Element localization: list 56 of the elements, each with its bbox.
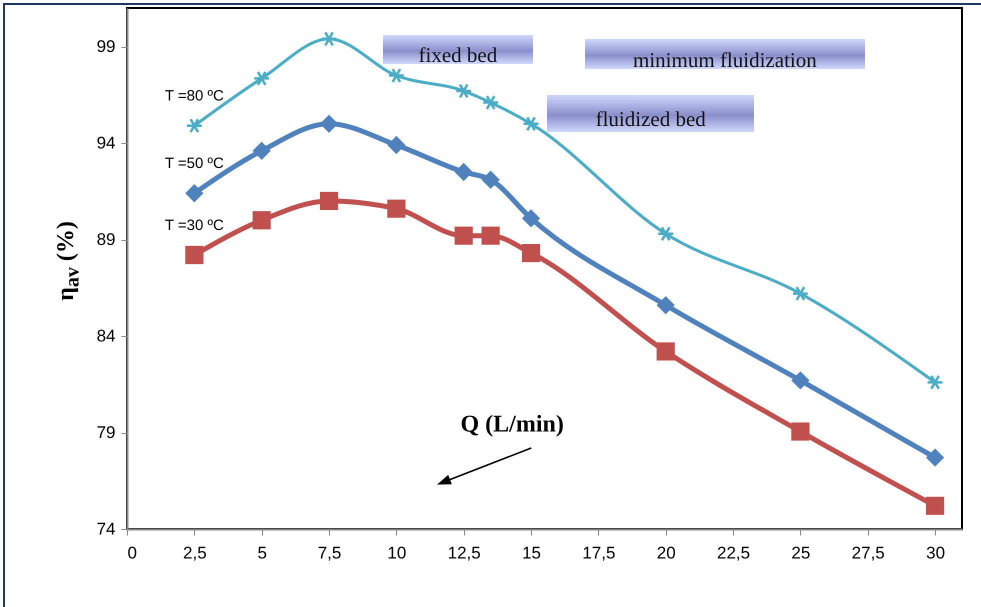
point — [657, 226, 674, 242]
point — [482, 170, 500, 189]
x-tick-label: 17,5 — [582, 544, 616, 562]
point — [387, 136, 406, 154]
y-tick-label: 84 — [96, 326, 116, 346]
point — [791, 422, 810, 441]
x-tick-label: 2,5 — [183, 544, 207, 562]
point — [926, 448, 944, 467]
point — [522, 244, 540, 262]
point — [656, 296, 675, 314]
point — [320, 31, 338, 47]
x-tick-label: 10 — [387, 544, 406, 562]
series-label: T =80 ºC — [164, 88, 224, 105]
point — [454, 162, 473, 182]
point — [656, 342, 675, 361]
point — [454, 226, 473, 245]
y-tick-label: 99 — [96, 37, 116, 56]
point — [186, 118, 204, 134]
point — [926, 496, 944, 515]
annotation: minimum fluidization — [633, 48, 817, 72]
x-tick-label: 25 — [791, 544, 810, 562]
point — [388, 68, 406, 84]
y-tick-label: 89 — [96, 230, 116, 250]
series-label: T =50 ºC — [164, 155, 224, 172]
point — [253, 70, 270, 86]
y-tick-label: 79 — [96, 423, 116, 442]
point — [320, 192, 338, 210]
point — [320, 114, 338, 133]
x-tick-label: 7,5 — [318, 544, 342, 562]
point — [482, 226, 500, 245]
x-tick-label: 15 — [522, 544, 541, 562]
point — [252, 142, 271, 160]
x-tick-label: 27,5 — [852, 544, 885, 562]
annotation: fixed bed — [418, 43, 498, 67]
annotation: fluidized bed — [596, 106, 706, 131]
point — [522, 116, 540, 132]
point — [387, 200, 406, 218]
point — [482, 94, 500, 110]
x-tick-label: 30 — [926, 544, 946, 562]
point — [185, 184, 204, 202]
x-tick-label: 22,5 — [717, 544, 750, 562]
y-tick-label: 94 — [96, 134, 116, 153]
point — [792, 286, 810, 302]
point — [522, 209, 540, 228]
x-axis-title: Q (L/min) — [460, 411, 564, 438]
point — [926, 374, 944, 390]
point — [185, 246, 204, 264]
series-label: T =30 ºC — [164, 216, 224, 234]
x-tick-label: 12,5 — [448, 544, 481, 562]
x-tick-label: 5 — [257, 544, 267, 562]
x-tick-label: 0 — [128, 544, 137, 562]
point — [455, 83, 472, 99]
x-tick-label: 20 — [656, 544, 676, 562]
point — [252, 211, 271, 230]
point — [791, 371, 810, 390]
y-tick-label: 74 — [96, 520, 116, 538]
